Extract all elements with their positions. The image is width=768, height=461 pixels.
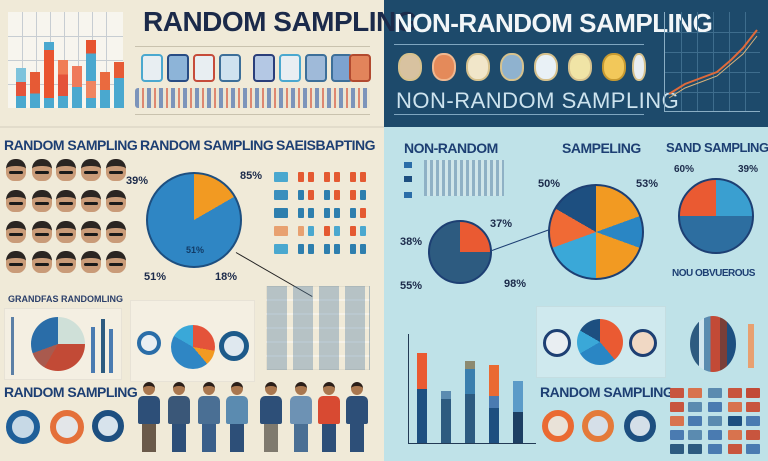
right-header-cap-strip — [394, 50, 646, 84]
bars-panel-title: SAEISBAPTING — [276, 137, 376, 153]
right-header-title: NON-RANDOM SAMPLING — [394, 8, 713, 38]
left-header-title: RANDOM SAMPLING — [143, 6, 418, 37]
footer-caption: GRANDFAS RANDOMLING — [8, 294, 123, 304]
mid-lower-chart-panel — [130, 300, 255, 382]
pie-label: 18% — [215, 271, 238, 283]
right-bar-chart — [408, 334, 536, 444]
right-caption: NOU OBVUEROUS — [672, 268, 755, 279]
sample-icon — [305, 54, 327, 82]
pie-label: 85% — [240, 170, 263, 182]
people-illustration — [134, 380, 374, 452]
left-header-icon-strip — [135, 46, 371, 116]
sample-icon — [193, 54, 215, 82]
sample-icon — [219, 54, 241, 82]
sand-sampling-title: SAND SAMPLING — [666, 140, 768, 155]
mid-pie-chart — [171, 325, 215, 369]
pie-panel-title: RANDOM SAMPLING — [140, 137, 274, 153]
left-divider — [0, 126, 384, 128]
icon-table-panel — [266, 286, 370, 370]
left-top-bar-chart — [8, 12, 124, 108]
pie-label: 60% — [674, 164, 695, 175]
left-main-pie-chart — [146, 172, 242, 268]
bottom-left-donuts — [4, 410, 124, 446]
bottom-left-title: RANDOM SAMPLING — [4, 384, 138, 400]
pie-label: 39% — [738, 164, 759, 175]
non-random-panel-title: NON-RANDOM — [404, 140, 498, 156]
faces-grid — [4, 157, 126, 275]
sample-icon — [349, 54, 371, 82]
pie-label: 55% — [400, 280, 423, 292]
right-small-pie-chart — [428, 220, 492, 284]
right-tag-grid — [670, 388, 764, 456]
lower-right-pie-chart — [577, 319, 623, 365]
sample-icon — [279, 54, 301, 82]
pie-label: 39% — [126, 175, 149, 187]
legend-squares — [404, 160, 514, 204]
right-header-subtitle: NON-RANDOM SAMPLING — [396, 88, 680, 113]
pie-label: 38% — [400, 236, 423, 248]
pie-label: 51% — [186, 245, 205, 255]
donut-chart — [137, 331, 161, 355]
bottom-mid-title: RANDOM SAMPLING — [540, 384, 674, 400]
donut-chart — [219, 331, 249, 361]
pie-label: 53% — [636, 178, 659, 190]
pie-label: 51% — [144, 271, 167, 283]
right-mid-lower-panel — [536, 306, 666, 378]
right-stripe-chart — [672, 314, 760, 374]
left-lower-chart-panel — [4, 308, 122, 380]
sample-icon — [167, 54, 189, 82]
trend-line — [668, 29, 758, 99]
right-header-line-chart — [664, 12, 760, 112]
pie-label: 50% — [538, 178, 561, 190]
sample-icon — [253, 54, 275, 82]
right-pie-chart — [678, 178, 754, 254]
right-bottom-donuts — [540, 410, 665, 446]
stacked-column-grid — [272, 170, 372, 270]
lower-pie-chart — [31, 317, 85, 371]
faces-panel-title: RANDOM SAMPLING — [4, 137, 138, 153]
sample-icon — [141, 54, 163, 82]
pie-label: 98% — [504, 278, 527, 290]
right-main-pie-chart — [548, 184, 644, 280]
pie-label: 37% — [490, 218, 513, 230]
sampeling-panel-title: SAMPELING — [562, 140, 641, 156]
